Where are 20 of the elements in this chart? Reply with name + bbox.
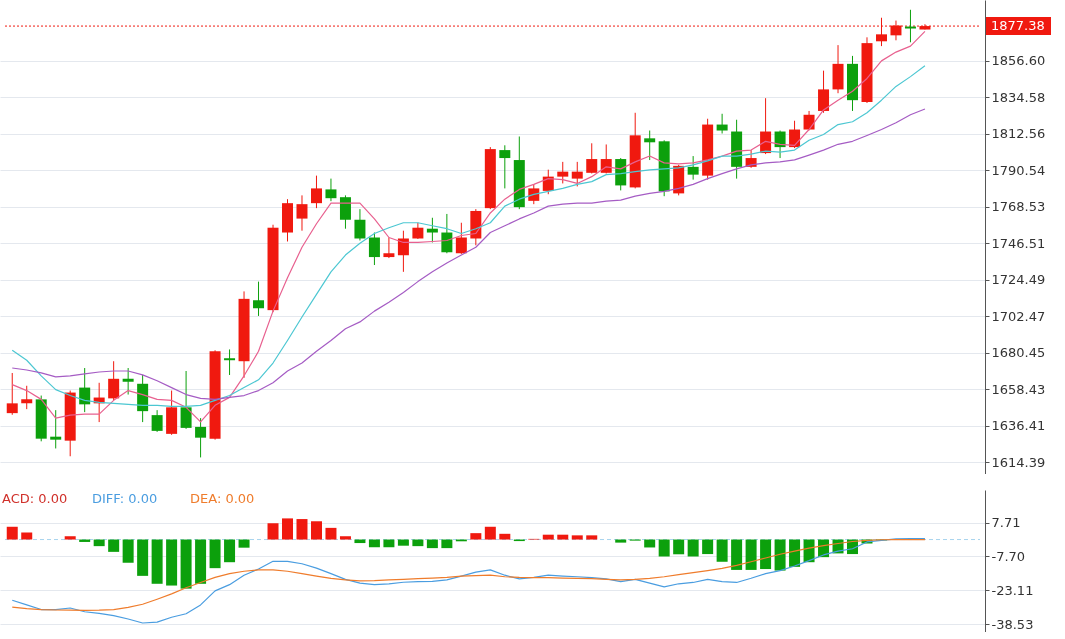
y-tick-label: 1768.53 [991,199,1046,215]
y-tick-label: 1702.47 [991,308,1046,324]
y-tick-label: 1834.58 [991,89,1046,105]
y-tick-label: 1614.39 [991,454,1046,470]
y-tick-label: 1746.51 [991,235,1046,251]
y-tick-label: -38.53 [991,616,1034,632]
y-tick-label: -7.70 [991,548,1026,564]
y-tick-label: 1724.49 [991,272,1046,288]
y-tick-label: 1680.45 [991,345,1046,361]
text: DEA: 0.00 [190,491,255,506]
y-tick-label: -23.11 [991,582,1034,598]
series-label: ACD: 0.00 [2,491,68,506]
ref-line-label: 1877.38 [991,18,1045,34]
y-tick-label: 1636.41 [991,418,1046,434]
text: DIFF: 0.00 [92,491,158,506]
y-tick-label: 1790.54 [991,162,1046,178]
y-tick-label: 1856.60 [991,53,1046,69]
y-tick-label: 7.71 [991,515,1021,531]
y-tick-label: 1812.56 [991,126,1046,142]
y-tick-label: 1658.43 [991,381,1046,397]
